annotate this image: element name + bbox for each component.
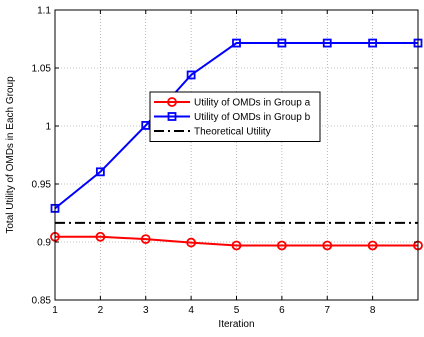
y-tick-label-2: 0.95 [32, 180, 52, 191]
series-0-point-1 [95, 231, 106, 242]
x-tick-label-1: 2 [98, 305, 104, 316]
series-layer [50, 38, 423, 251]
series-1-point-5 [277, 38, 287, 48]
series-0-point-7 [367, 240, 378, 251]
ticks: 1 2 3 4 5 6 7 8 0.85 0.9 0.95 1 1.05 1.1 [32, 6, 418, 316]
series-1-point-3 [186, 70, 196, 80]
legend-label-1: Utility of OMDs in Group b [194, 112, 311, 123]
series-1-point-6 [322, 38, 332, 48]
legend-marker-1 [167, 112, 177, 121]
series-0-point-2 [140, 234, 151, 245]
y-tick-label-4: 1.05 [32, 64, 52, 75]
y-tick-label-3: 1 [45, 122, 51, 133]
legend-box [149, 91, 321, 142]
series-0-point-5 [276, 240, 287, 251]
x-tick-label-7: 8 [370, 305, 376, 316]
series-0-point-3 [186, 237, 197, 248]
x-axis-label: Iteration [218, 319, 254, 330]
x-tick-label-4: 5 [234, 305, 240, 316]
series-line-1 [54, 42, 418, 210]
series-1 [50, 38, 423, 213]
legend-marker-0 [167, 97, 177, 107]
series-1-point-2 [141, 121, 151, 130]
series-1-point-1 [95, 167, 105, 177]
x-tick-label-5: 6 [279, 305, 285, 316]
series-1-point-7 [368, 38, 378, 48]
y-tick-label-0: 0.85 [32, 296, 52, 307]
x-tick-label-6: 7 [324, 305, 330, 316]
legend: Utility of OMDs in Group a Utility of OMD… [149, 91, 321, 142]
x-tick-label-2: 3 [143, 305, 149, 316]
grid [55, 10, 418, 300]
y-tick-label-1: 0.9 [37, 238, 51, 249]
series-0-point-4 [231, 240, 242, 251]
x-tick-label-0: 1 [52, 305, 58, 316]
legend-label-2: Theoretical Utility [194, 127, 271, 138]
series-0-point-6 [322, 240, 333, 251]
series-line-0 [55, 235, 418, 247]
series-0 [50, 231, 423, 251]
y-tick-label-5: 1.1 [37, 6, 51, 17]
x-tick-label-3: 4 [188, 305, 194, 316]
legend-label-0: Utility of OMDs in Group a [194, 98, 311, 109]
series-1-point-4 [232, 38, 241, 48]
y-axis-label: Total Utility of OMDs in Each Group [5, 76, 16, 234]
